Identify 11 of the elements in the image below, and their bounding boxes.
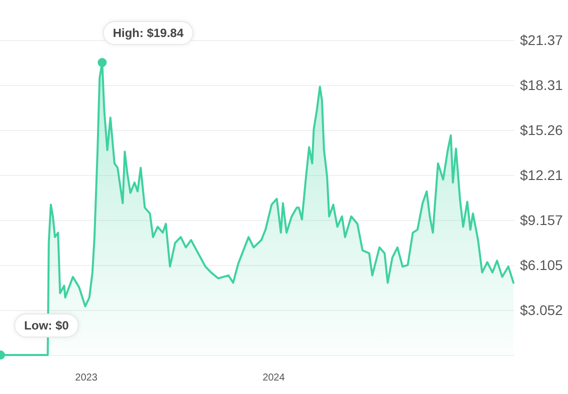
y-tick-label: $6.105 xyxy=(520,257,564,274)
y-tick-label: $21.37 xyxy=(520,32,564,48)
y-tick-label: $18.31 xyxy=(520,77,564,94)
x-tick-label: 2023 xyxy=(75,372,98,384)
annotation: Low: $0 xyxy=(24,318,70,332)
y-tick-label: $12.21 xyxy=(520,167,564,184)
y-tick-label: $3.052 xyxy=(520,302,564,318)
x-tick-label: 2024 xyxy=(262,372,286,384)
y-tick-label: $15.26 xyxy=(520,122,564,138)
y-tick-label: $9.157 xyxy=(520,212,564,228)
annotation: High: $19.84 xyxy=(112,26,184,40)
